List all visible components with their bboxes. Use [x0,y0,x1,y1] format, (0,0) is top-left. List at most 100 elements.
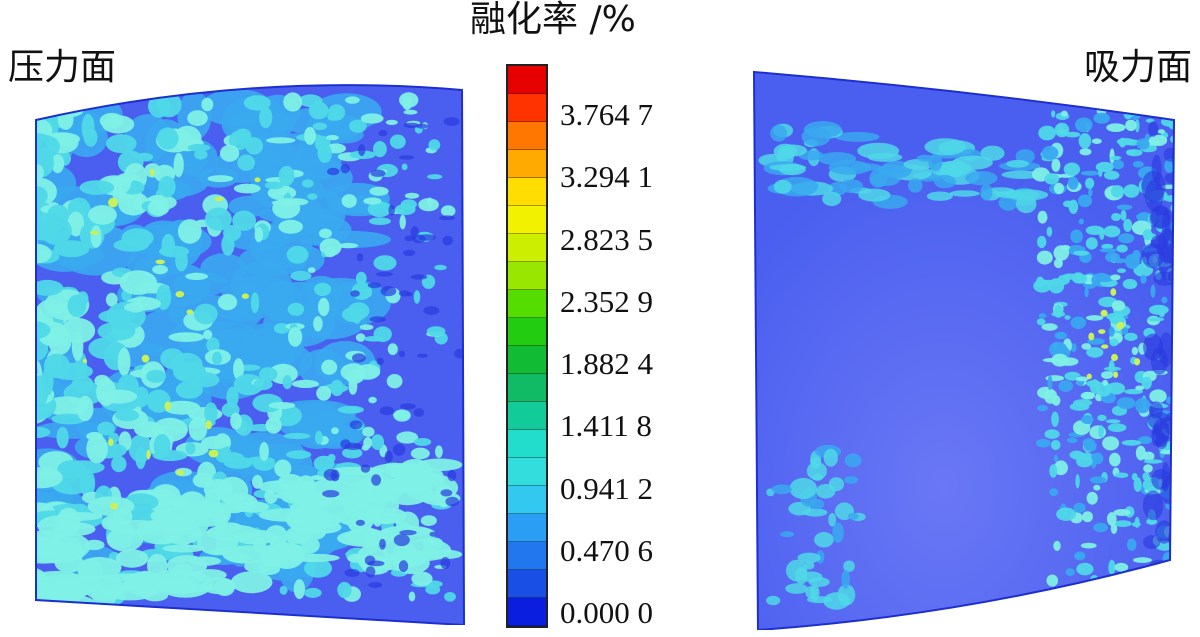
colorbar-segment [508,458,546,486]
contour-blob [1058,598,1066,606]
contour-blob [1124,332,1138,341]
suction-side-label: 吸力面 [1083,47,1192,88]
contour-blob [253,378,273,391]
contour-blob [1134,358,1141,366]
contour-blob [1131,346,1139,356]
contour-blob [1065,568,1075,576]
contour-blob [410,274,428,280]
colorbar-tick-label: 1.411 8 [560,408,652,444]
contour-blob [265,417,282,434]
contour-blob [177,219,202,244]
contour-blob [337,529,395,547]
contour-blob [1054,331,1068,340]
contour-blob [1109,452,1121,467]
contour-blob [252,457,276,471]
contour-blob [1101,595,1115,610]
contour-blob [1042,596,1053,612]
contour-blob [1036,438,1051,448]
contour-blob [1070,229,1083,244]
contour-blob [1114,472,1129,478]
colorbar-segment [508,542,546,570]
contour-blob [797,552,821,563]
contour-blob [97,421,115,436]
contour-blob [71,375,94,394]
contour-blob [1143,535,1161,550]
contour-blob [368,582,383,588]
contour-blob [1038,313,1047,319]
contour-blob [1095,274,1115,283]
contour-blob [233,358,244,380]
contour-blob [368,217,391,225]
contour-blob [934,174,956,189]
contour-blob [1072,597,1085,610]
contour-blob [363,197,382,205]
contour-blob [1051,158,1061,172]
contour-blob [1070,316,1087,329]
contour-blob [77,557,122,579]
contour-blob [1110,155,1122,161]
contour-blob [286,245,309,264]
contour-blob [36,186,48,206]
contour-blob [442,235,453,246]
contour-blob [1037,235,1047,249]
contour-blob [1050,439,1061,451]
contour-blob [264,181,284,190]
suction-side-contour [752,70,1176,630]
contour-blob [1163,147,1174,162]
contour-blob [268,542,305,569]
contour-blob [1135,385,1144,391]
contour-blob [1053,258,1063,269]
contour-blob [1158,308,1166,318]
colorbar-segment [508,290,546,318]
contour-blob [1173,515,1174,544]
contour-blob [1168,122,1174,130]
contour-blob [356,253,364,262]
contour-blob [1081,391,1095,400]
contour-blob [379,538,386,550]
contour-blob [84,575,125,601]
contour-blob [232,210,256,231]
contour-blob [822,191,842,207]
contour-blob [308,101,329,120]
contour-blob [867,152,903,162]
contour-blob [1123,218,1133,232]
contour-blob [1161,296,1168,304]
contour-blob [399,214,406,230]
contour-blob [158,175,176,198]
contour-blob [176,469,185,476]
contour-blob [157,570,214,598]
contour-blob [218,452,245,463]
contour-blob [1093,522,1108,533]
contour-blob [1093,484,1101,491]
contour-blob [39,467,57,478]
contour-blob [349,420,363,430]
contour-blob [362,426,375,437]
contour-blob [185,272,209,280]
contour-blob [1103,225,1121,238]
contour-blob [340,163,350,174]
contour-blob [282,375,293,390]
contour-blob [327,453,336,462]
contour-blob [259,367,278,382]
contour-blob [349,119,367,133]
contour-blob [36,279,64,296]
contour-blob [1114,520,1132,527]
contour-blob [841,569,850,589]
contour-blob [226,386,239,408]
contour-blob [36,163,44,182]
contour-blob [119,270,157,295]
contour-blob [1109,148,1115,164]
contour-blob [1091,138,1102,144]
contour-blob [135,446,146,470]
contour-blob [1111,353,1118,362]
contour-blob [423,549,463,560]
contour-blob [416,458,463,472]
contour-blob [317,143,332,163]
contour-blob [1158,243,1174,281]
contour-blob [153,434,171,458]
contour-blob [171,498,191,509]
contour-blob [36,535,53,547]
contour-blob [1149,401,1164,419]
contour-blob [304,558,332,578]
contour-blob [1144,569,1163,584]
